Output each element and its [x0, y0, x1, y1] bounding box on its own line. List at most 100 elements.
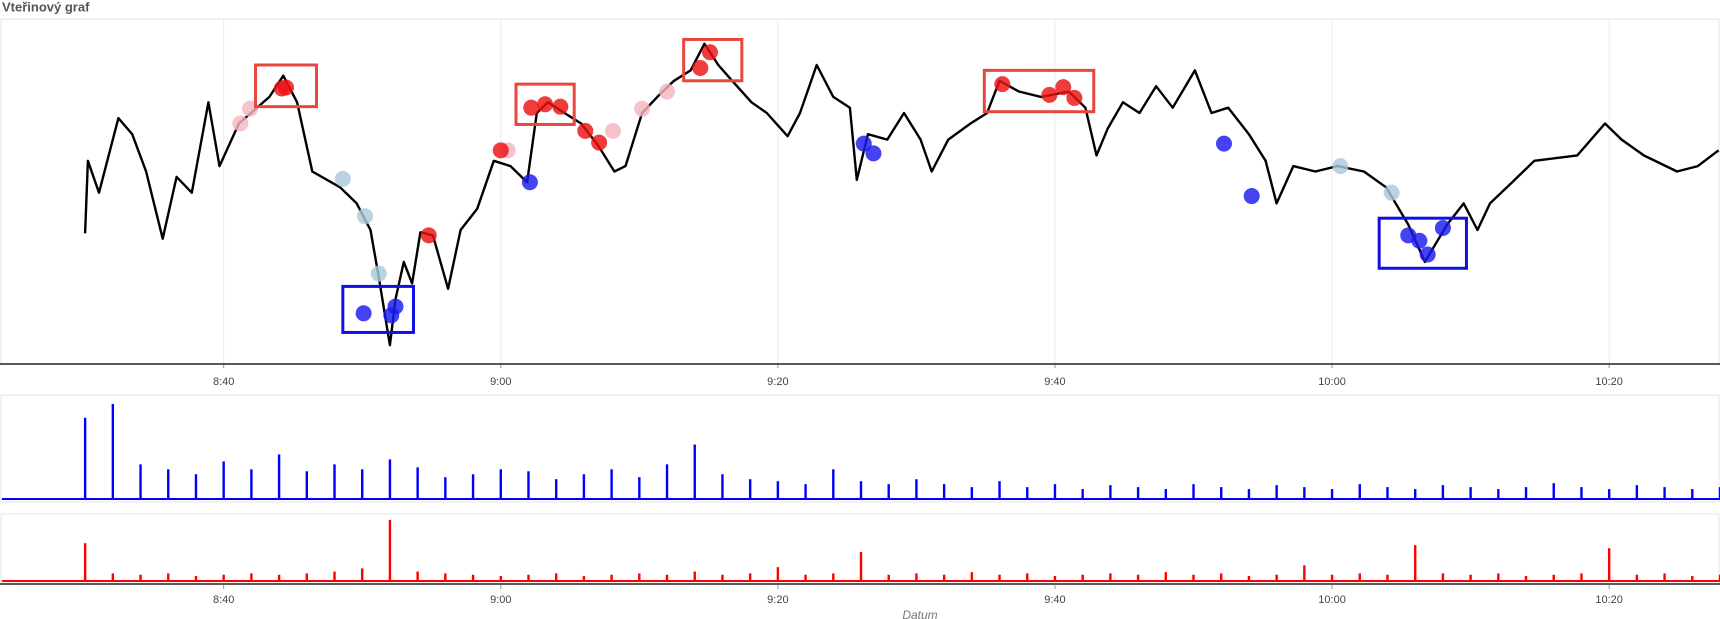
highlight-box	[1377, 216, 1468, 270]
volume-bar	[388, 459, 392, 499]
highlight-box	[982, 68, 1096, 114]
signal-marker	[659, 83, 676, 100]
volume-bar	[970, 487, 974, 499]
volume-bar	[527, 471, 530, 499]
main-panel-frame	[0, 18, 1720, 365]
volume-bar	[1081, 489, 1084, 499]
volume-bar	[1580, 573, 1583, 581]
highlight-box	[682, 37, 744, 83]
volume-bar	[305, 471, 309, 499]
signal-marker	[523, 99, 540, 116]
volume-bar	[915, 479, 918, 499]
volume-bar	[942, 484, 946, 499]
signal-marker	[334, 170, 351, 187]
volume-bar	[139, 574, 142, 581]
volume-bar	[638, 573, 641, 581]
volume-bar	[1136, 574, 1140, 581]
signal-marker	[1215, 135, 1232, 152]
highlight-box	[254, 63, 319, 109]
volume-bar	[1164, 489, 1168, 499]
volume-bar	[499, 575, 502, 581]
volume-bar	[721, 574, 724, 581]
volume-bar	[748, 479, 752, 499]
x-tick-label: 10:00	[1318, 376, 1346, 388]
volume-bar	[1441, 485, 1445, 499]
signal-marker	[994, 76, 1011, 93]
volume-bar	[1497, 489, 1500, 499]
volume-bar	[804, 574, 807, 581]
x-tick-label: 8:40	[213, 594, 234, 606]
volume-bar	[1330, 489, 1334, 499]
volume-bar	[471, 574, 475, 581]
volume-bar	[1718, 574, 1720, 581]
signal-marker	[278, 79, 295, 96]
volume-bar	[1607, 489, 1611, 499]
volume-bar	[748, 573, 752, 581]
volume-bar	[859, 481, 863, 499]
volume-bar	[887, 574, 890, 581]
signal-marker	[232, 115, 249, 132]
volume-bar	[665, 574, 669, 581]
signal-marker	[387, 298, 404, 315]
volume-bar	[1386, 487, 1389, 499]
volume-bar	[1303, 487, 1306, 499]
volume-bar	[832, 573, 835, 581]
x-tick-label: 10:20	[1595, 376, 1623, 388]
volume-bar	[139, 464, 142, 499]
volume-bar	[333, 464, 336, 499]
price-line	[83, 42, 1720, 347]
signal-marker	[492, 142, 509, 159]
volume-bar	[527, 574, 530, 581]
volume-bar	[554, 573, 558, 581]
volume-bar	[1524, 487, 1528, 499]
volume-bar	[1413, 545, 1417, 581]
blue-panel-frame	[0, 394, 1720, 503]
volume-bar	[194, 474, 198, 499]
highlight-box	[341, 284, 415, 334]
volume-bar	[776, 481, 780, 499]
volume-bar	[1081, 574, 1084, 581]
volume-bar	[1635, 574, 1639, 581]
volume-bar	[1220, 487, 1223, 499]
volume-bar	[693, 571, 696, 581]
volume-bar	[942, 574, 946, 581]
signal-marker	[1434, 219, 1451, 236]
volume-bar	[333, 571, 336, 581]
volume-bar	[194, 575, 198, 581]
volume-bar	[970, 572, 974, 581]
volume-bar	[277, 454, 281, 499]
volume-bar	[1164, 572, 1168, 581]
x-tick-label: 9:20	[767, 594, 788, 606]
volume-bar	[1663, 573, 1666, 581]
volume-bar	[859, 552, 863, 581]
volume-bar	[1247, 575, 1251, 581]
volume-bar	[610, 469, 613, 499]
x-tick-label: 9:40	[1044, 376, 1065, 388]
volume-bar	[1275, 485, 1278, 499]
volume-bar	[1607, 548, 1611, 581]
volume-bar	[1192, 574, 1195, 581]
signal-marker	[855, 135, 872, 152]
volume-bar	[1275, 574, 1278, 581]
signal-marker	[577, 122, 594, 139]
volume-bar	[1303, 565, 1306, 581]
volume-bar	[471, 474, 475, 499]
volume-bar	[1109, 485, 1112, 499]
volume-bar	[915, 573, 918, 581]
volume-bar	[1580, 487, 1583, 499]
volume-bar	[638, 477, 641, 499]
signal-marker	[692, 60, 709, 77]
x-tick-label: 9:20	[767, 376, 788, 388]
volume-bar	[305, 573, 309, 581]
volume-bar	[1524, 575, 1528, 581]
volume-bar	[83, 417, 87, 499]
volume-bar	[1497, 573, 1500, 581]
signal-marker	[591, 134, 608, 151]
volume-bar	[222, 574, 225, 581]
highlight-box	[514, 82, 576, 126]
volume-bar	[804, 484, 807, 499]
volume-bar	[1413, 489, 1417, 499]
signal-marker	[604, 122, 621, 139]
